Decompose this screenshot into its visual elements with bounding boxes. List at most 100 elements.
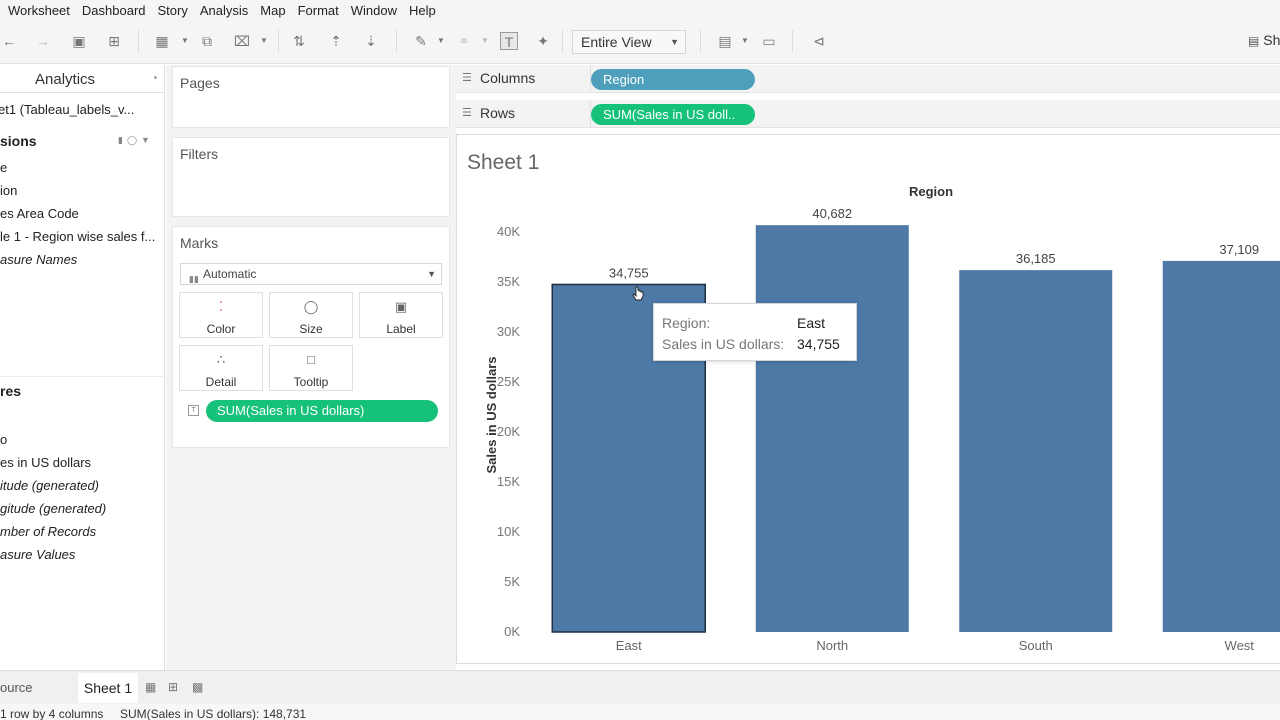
- y-tick-label: 25K: [497, 374, 520, 389]
- measure-item[interactable]: asure Values: [0, 547, 76, 562]
- y-tick-label: 30K: [497, 324, 520, 339]
- analytics-tab[interactable]: Analytics ▪: [0, 65, 165, 93]
- measures-header: res: [0, 383, 22, 399]
- data-label: 40,682: [812, 206, 852, 221]
- new-worksheet-icon[interactable]: ▦: [155, 33, 169, 49]
- sort-descending-icon[interactable]: ⇣: [365, 33, 377, 49]
- back-icon[interactable]: ←: [2, 33, 16, 49]
- duplicate-icon[interactable]: ⧉: [202, 33, 212, 49]
- mark-type-select[interactable]: ▮▮ Automatic ▼: [180, 263, 442, 285]
- dimension-item[interactable]: es Area Code: [0, 206, 79, 221]
- new-dashboard-icon[interactable]: ⊞: [168, 680, 179, 694]
- chevron-down-icon[interactable]: ▼: [741, 36, 749, 45]
- cards-column: Pages Filters Marks ▮▮ Automatic ▼ ⁚ Col…: [166, 65, 456, 670]
- dimension-item[interactable]: ion: [0, 183, 18, 198]
- save-icon[interactable]: ▣: [72, 33, 86, 49]
- menu-analysis[interactable]: Analysis: [199, 2, 249, 18]
- pane-tools-icons[interactable]: ▮◯▼: [118, 135, 154, 145]
- y-tick-label: 5K: [504, 574, 520, 589]
- chart-title: Region: [909, 184, 953, 199]
- label-icon: ▣: [394, 299, 408, 314]
- pages-card[interactable]: Pages: [172, 66, 450, 128]
- rows-label: Rows: [480, 105, 516, 121]
- menu-help[interactable]: Help: [409, 2, 436, 18]
- dimension-item[interactable]: asure Names: [0, 252, 78, 267]
- measure-item[interactable]: es in US dollars: [0, 455, 92, 470]
- columns-label: Columns: [480, 70, 536, 86]
- tooltip-sales-value: 34,755: [797, 336, 840, 352]
- measure-item[interactable]: o: [0, 432, 8, 447]
- marks-field-pill[interactable]: SUM(Sales in US dollars): [206, 400, 438, 422]
- tooltip-button-label: Tooltip: [293, 375, 329, 389]
- color-button[interactable]: ⁚ Color: [179, 292, 263, 338]
- columns-shelf: ☰ Columns Region: [456, 65, 1280, 93]
- rows-pill[interactable]: SUM(Sales in US doll..: [591, 104, 755, 125]
- columns-pill[interactable]: Region: [591, 69, 755, 90]
- sheet-tab-active[interactable]: Sheet 1: [78, 673, 138, 703]
- share-icon[interactable]: ⊲: [813, 33, 825, 49]
- new-datasource-icon[interactable]: ⊞: [108, 33, 120, 49]
- detail-button[interactable]: ∴ Detail: [179, 345, 263, 391]
- chevron-down-icon[interactable]: ▼: [437, 36, 445, 45]
- color-dots-icon: ⁚: [218, 299, 224, 314]
- status-bar: 1 row by 4 columns SUM(Sales in US dolla…: [0, 704, 1280, 720]
- y-axis-title: Sales in US dollars: [484, 356, 499, 473]
- tooltip-region-value: East: [797, 315, 826, 331]
- tab-menu-icon[interactable]: ▪: [154, 73, 157, 82]
- presentation-icon[interactable]: ▭: [762, 33, 776, 49]
- show-me-icon: ▤: [1248, 34, 1260, 48]
- measure-item[interactable]: mber of Records: [0, 524, 97, 539]
- menu-window[interactable]: Window: [350, 2, 397, 18]
- sort-ascending-icon[interactable]: ⇡: [330, 33, 342, 49]
- chevron-down-icon[interactable]: ▼: [181, 36, 189, 45]
- worksheet-view[interactable]: Sheet 1 Region Sales in US dollars 0K 5K 10K…: [456, 134, 1280, 664]
- new-story-icon[interactable]: ▩: [192, 680, 204, 694]
- y-tick-label: 20K: [497, 424, 520, 439]
- data-source-tab[interactable]: ource: [0, 680, 33, 695]
- clear-sheet-icon[interactable]: ⌧: [233, 33, 251, 49]
- columns-icon: ☰: [462, 72, 472, 84]
- swap-icon[interactable]: ⇅: [293, 33, 305, 49]
- menu-bar: Worksheet Dashboard Story Analysis Map F…: [0, 0, 1280, 20]
- menu-story[interactable]: Story: [157, 2, 188, 18]
- measure-item[interactable]: itude (generated): [0, 478, 100, 493]
- label-button[interactable]: ▣ Label: [359, 292, 443, 338]
- data-label: 36,185: [1016, 251, 1056, 266]
- dimension-item[interactable]: e: [0, 160, 8, 175]
- dimension-item[interactable]: le 1 - Region wise sales f...: [0, 229, 156, 244]
- bar: [959, 270, 1113, 632]
- forward-icon[interactable]: →: [36, 33, 50, 49]
- status-dimensions: 1 row by 4 columns: [0, 707, 104, 720]
- filters-card[interactable]: Filters: [172, 137, 450, 217]
- marks-card-title: Marks: [180, 235, 219, 251]
- bar-chart-icon: ▮▮: [189, 274, 199, 284]
- show-me-label: Sh: [1263, 32, 1280, 48]
- label-button-label: Label: [386, 322, 416, 336]
- view-mode-select[interactable]: Entire View ▼: [572, 30, 686, 54]
- show-mark-labels-icon[interactable]: T: [500, 32, 518, 50]
- menu-worksheet[interactable]: Worksheet: [8, 2, 70, 18]
- bar-chart: Region Sales in US dollars 0K 5K 10K 15K 20K 25…: [484, 184, 1280, 653]
- chevron-down-icon[interactable]: ▼: [260, 36, 268, 45]
- rows-shelf: ☰ Rows SUM(Sales in US doll..: [456, 100, 1280, 128]
- new-worksheet-icon[interactable]: ▦: [145, 680, 157, 694]
- y-tick-label: 0K: [504, 624, 520, 639]
- detail-button-label: Detail: [205, 375, 237, 389]
- menu-format[interactable]: Format: [297, 2, 339, 18]
- datasource-name[interactable]: et1 (Tableau_labels_v...: [0, 102, 135, 117]
- menu-map[interactable]: Map: [260, 2, 286, 18]
- measure-item[interactable]: gitude (generated): [0, 501, 107, 516]
- size-button[interactable]: ◯ Size: [269, 292, 353, 338]
- pane-divider: [0, 376, 165, 377]
- tooltip-button[interactable]: □ Tooltip: [269, 345, 353, 391]
- menu-dashboard[interactable]: Dashboard: [81, 2, 146, 18]
- group-icon[interactable]: ⚭: [458, 33, 470, 49]
- show-cards-icon[interactable]: ▤: [718, 33, 732, 49]
- mark-tooltip: Region: East Sales in US dollars: 34,755: [653, 303, 857, 361]
- chevron-down-icon[interactable]: ▼: [481, 36, 489, 45]
- highlight-icon[interactable]: ✎: [415, 33, 427, 49]
- y-tick-label: 10K: [497, 524, 520, 539]
- show-me-button[interactable]: ▤ Sh: [1248, 32, 1280, 48]
- rows-icon: ☰: [462, 107, 472, 119]
- pin-icon[interactable]: ✦: [537, 33, 549, 49]
